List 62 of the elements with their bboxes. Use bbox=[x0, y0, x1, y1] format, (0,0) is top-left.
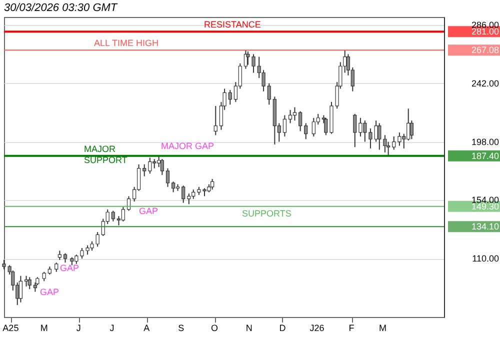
candlestick bbox=[142, 164, 146, 177]
candlestick bbox=[111, 210, 115, 222]
y-tick-label: 110.00 bbox=[472, 254, 499, 264]
candlestick bbox=[28, 276, 32, 290]
candlestick bbox=[410, 120, 414, 140]
candlestick bbox=[182, 185, 186, 204]
candlestick bbox=[282, 114, 287, 137]
candlestick bbox=[298, 110, 302, 132]
annotation: GAP bbox=[139, 206, 158, 216]
x-tick-label: J bbox=[76, 323, 81, 333]
candlestick bbox=[267, 82, 271, 106]
candlestick bbox=[160, 158, 164, 176]
candlestick bbox=[304, 122, 308, 140]
candlestick bbox=[58, 250, 62, 260]
candlestick bbox=[42, 271, 46, 282]
candlestick bbox=[214, 105, 218, 136]
annotation: GAP bbox=[60, 263, 80, 273]
candlestick bbox=[166, 168, 170, 188]
y-tick-label: 242.00 bbox=[471, 78, 499, 88]
ref-line-label: SUPPORTS bbox=[242, 208, 292, 218]
candlestick bbox=[324, 117, 328, 136]
x-tick-label: A bbox=[144, 323, 150, 333]
candlestick bbox=[126, 196, 131, 212]
x-tick-label: J bbox=[110, 323, 114, 333]
candlestick bbox=[288, 109, 292, 124]
candlestick bbox=[24, 275, 28, 287]
chart-title: 30/03/2026 03:30 GMT bbox=[4, 2, 118, 14]
annotation: MAJOR GAP bbox=[161, 141, 214, 151]
x-tick-label: M bbox=[40, 323, 48, 333]
candlestick bbox=[392, 136, 396, 150]
x-tick-label: A25 bbox=[2, 323, 19, 333]
candlestick bbox=[262, 70, 266, 92]
y-tick-label: 267.08 bbox=[471, 45, 499, 56]
candlestick bbox=[292, 106, 297, 122]
x-tick-label: O bbox=[211, 323, 218, 333]
y-tick-label: 198.00 bbox=[471, 136, 499, 147]
x-tick-label: J26 bbox=[310, 323, 324, 333]
y-tick-label: 134.10 bbox=[471, 222, 499, 232]
candlestick bbox=[54, 262, 58, 272]
x-tick-label: D bbox=[279, 323, 286, 333]
ref-line-label: RESISTANCE bbox=[204, 20, 261, 30]
ref-line-label: MAJOR SUPPORT bbox=[84, 144, 128, 165]
x-tick-label: M bbox=[378, 323, 386, 333]
y-tick-label: 187.40 bbox=[471, 150, 499, 161]
candlestick bbox=[172, 181, 176, 193]
candlestick bbox=[378, 122, 382, 150]
annotation: GAP bbox=[40, 287, 60, 297]
x-tick-label: S bbox=[178, 323, 184, 333]
candlestick bbox=[18, 275, 23, 303]
ref-line-label: ALL TIME HIGH bbox=[94, 38, 159, 48]
candlestick bbox=[358, 117, 362, 137]
candlestick bbox=[121, 206, 125, 222]
candlestick bbox=[228, 90, 232, 106]
candlestick bbox=[187, 193, 191, 205]
candlestick bbox=[398, 132, 402, 146]
candlestick bbox=[210, 178, 214, 190]
x-tick-label: F bbox=[348, 323, 355, 333]
candlestick bbox=[148, 157, 152, 174]
candlestick bbox=[63, 252, 68, 264]
candlestick bbox=[353, 113, 357, 148]
x-tick-label: N bbox=[246, 323, 252, 333]
candlestick bbox=[383, 134, 387, 153]
